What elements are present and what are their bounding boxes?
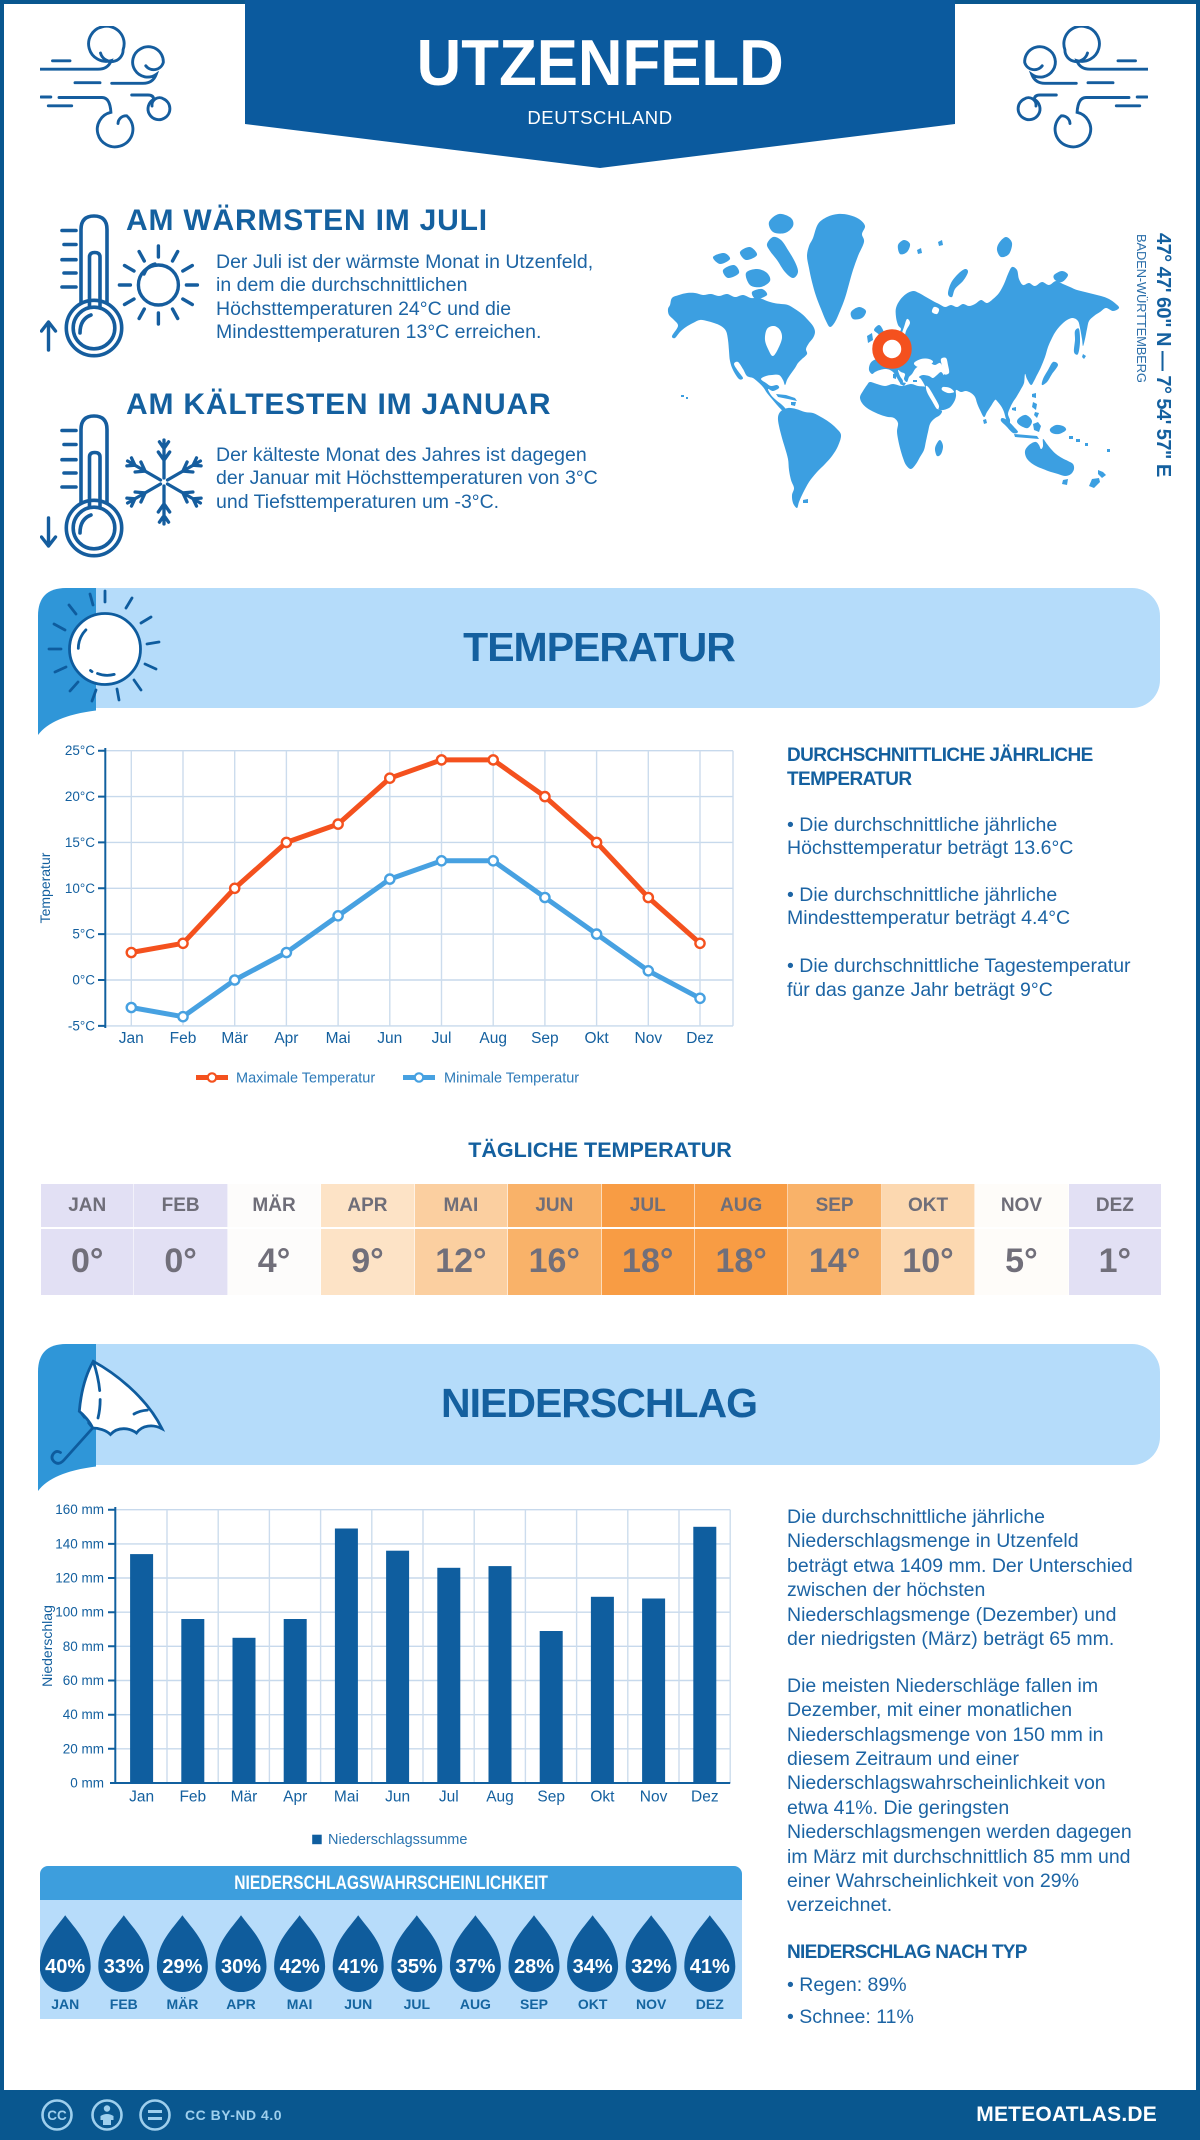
svg-text:Temperatur: Temperatur — [40, 852, 53, 923]
svg-text:Niederschlagssumme: Niederschlagssumme — [328, 1832, 467, 1848]
svg-text:CC BY-ND 4.0: CC BY-ND 4.0 — [185, 2107, 282, 2123]
svg-text:33%: 33% — [104, 1956, 144, 1978]
svg-text:Jul: Jul — [439, 1789, 459, 1806]
svg-text:100 mm: 100 mm — [55, 1605, 104, 1620]
svg-text:JUN: JUN — [344, 1996, 372, 2012]
svg-text:Sep: Sep — [531, 1030, 559, 1047]
svg-text:25°C: 25°C — [65, 743, 95, 758]
svg-text:20 mm: 20 mm — [63, 1741, 104, 1756]
svg-text:MAI: MAI — [287, 1996, 313, 2012]
svg-text:0°C: 0°C — [72, 973, 95, 988]
svg-text:42%: 42% — [280, 1956, 320, 1978]
svg-text:CC: CC — [47, 2108, 67, 2123]
svg-text:Dez: Dez — [686, 1030, 714, 1047]
svg-text:Dez: Dez — [691, 1789, 719, 1806]
svg-text:35%: 35% — [397, 1956, 437, 1978]
svg-text:Okt: Okt — [585, 1030, 610, 1047]
svg-text:Minimale Temperatur: Minimale Temperatur — [444, 1070, 579, 1086]
svg-text:Niederschlag: Niederschlag — [40, 1605, 55, 1687]
svg-text:60 mm: 60 mm — [63, 1673, 104, 1688]
svg-text:Feb: Feb — [170, 1030, 197, 1047]
svg-text:Apr: Apr — [274, 1030, 298, 1047]
svg-text:Aug: Aug — [479, 1030, 507, 1047]
svg-text:20°C: 20°C — [65, 789, 95, 804]
svg-text:10°C: 10°C — [65, 881, 95, 896]
svg-text:Mai: Mai — [326, 1030, 351, 1047]
svg-text:5°C: 5°C — [72, 927, 95, 942]
svg-text:Nov: Nov — [635, 1030, 663, 1047]
svg-text:Jan: Jan — [119, 1030, 144, 1047]
svg-text:160 mm: 160 mm — [55, 1502, 104, 1517]
svg-text:Nov: Nov — [640, 1789, 668, 1806]
svg-text:MÄR: MÄR — [166, 1996, 198, 2012]
svg-text:Mär: Mär — [231, 1789, 258, 1806]
svg-text:Jul: Jul — [432, 1030, 452, 1047]
svg-text:80 mm: 80 mm — [63, 1639, 104, 1654]
svg-text:41%: 41% — [690, 1956, 730, 1978]
svg-text:41%: 41% — [338, 1956, 378, 1978]
svg-text:OKT: OKT — [578, 1996, 608, 2012]
svg-text:AUG: AUG — [460, 1996, 491, 2012]
svg-text:140 mm: 140 mm — [55, 1536, 104, 1551]
svg-text:Mär: Mär — [221, 1030, 248, 1047]
svg-text:Feb: Feb — [179, 1789, 206, 1806]
svg-text:Apr: Apr — [283, 1789, 307, 1806]
svg-text:Sep: Sep — [537, 1789, 565, 1806]
svg-text:40 mm: 40 mm — [63, 1707, 104, 1722]
svg-text:120 mm: 120 mm — [55, 1571, 104, 1586]
svg-text:28%: 28% — [514, 1956, 554, 1978]
svg-text:40%: 40% — [45, 1956, 85, 1978]
svg-text:NOV: NOV — [636, 1996, 667, 2012]
svg-text:Mai: Mai — [334, 1789, 359, 1806]
svg-text:DEZ: DEZ — [696, 1996, 724, 2012]
svg-text:29%: 29% — [162, 1956, 202, 1978]
svg-text:34%: 34% — [573, 1956, 613, 1978]
svg-text:32%: 32% — [631, 1956, 671, 1978]
svg-text:Jun: Jun — [377, 1030, 402, 1047]
svg-text:30%: 30% — [221, 1956, 261, 1978]
svg-text:Jan: Jan — [129, 1789, 154, 1806]
svg-text:Aug: Aug — [486, 1789, 514, 1806]
svg-text:SEP: SEP — [520, 1996, 548, 2012]
svg-text:Okt: Okt — [590, 1789, 615, 1806]
svg-text:JAN: JAN — [51, 1996, 79, 2012]
svg-text:0 mm: 0 mm — [70, 1776, 104, 1791]
svg-text:-5°C: -5°C — [68, 1018, 95, 1033]
svg-text:JUL: JUL — [404, 1996, 431, 2012]
svg-text:FEB: FEB — [110, 1996, 138, 2012]
svg-text:37%: 37% — [455, 1956, 495, 1978]
svg-text:Maximale Temperatur: Maximale Temperatur — [236, 1070, 375, 1086]
svg-text:APR: APR — [226, 1996, 256, 2012]
svg-text:15°C: 15°C — [65, 835, 95, 850]
svg-text:Jun: Jun — [385, 1789, 410, 1806]
